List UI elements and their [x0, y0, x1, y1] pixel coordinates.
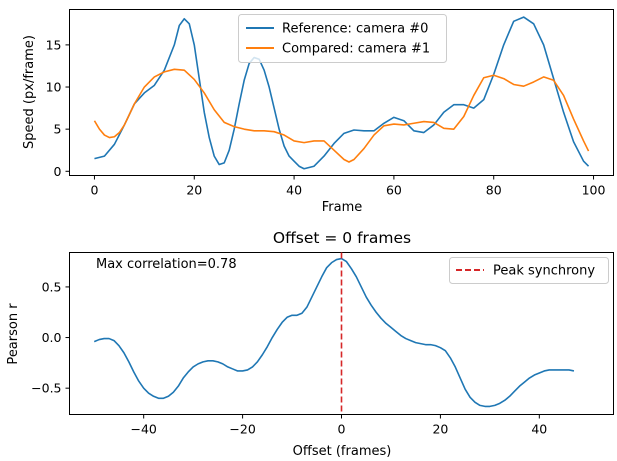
correlation-chart-series: [93, 252, 575, 415]
speed-chart-x-axis-label: Frame: [322, 200, 363, 215]
x-tick-label: 0: [338, 422, 346, 437]
speed-chart-y-ticks: 0 5 10 15: [46, 37, 70, 179]
correlation-chart-x-ticks: −40 −20 0 20 40: [130, 414, 547, 437]
x-tick-label: −40: [130, 422, 156, 437]
correlation-chart-y-axis-label: Pearson r: [6, 303, 21, 365]
speed-chart-y-axis-label: Speed (px/frame): [22, 35, 37, 149]
speed-chart-axes-frame: [69, 9, 614, 176]
correlation-chart-x-axis-label: Offset (frames): [293, 444, 392, 459]
y-tick-label: 0.0: [42, 330, 62, 345]
legend-label-compared: Compared: camera #1: [282, 42, 430, 57]
speed-chart-legend-box: [238, 14, 447, 63]
correlation-chart-legend: Peak synchrony: [449, 257, 609, 284]
x-tick-label: 40: [531, 422, 547, 437]
legend-label-reference: Reference: camera #0: [282, 22, 428, 37]
y-tick-label: 0.5: [42, 279, 62, 294]
correlation-chart: Offset = 0 frames −40 −20 0 20 40 0.5 0.0 −0.5…: [6, 229, 614, 459]
speed-chart-legend: Reference: camera #0 Compared: camera #1: [238, 14, 447, 63]
legend-label-peak-synchrony: Peak synchrony: [493, 264, 595, 279]
series-line-compared-camera-1: [93, 68, 590, 163]
x-tick-label: 60: [386, 183, 402, 198]
correlation-chart-y-ticks: 0.5 0.0 −0.5: [31, 279, 70, 396]
x-tick-label: 20: [432, 422, 448, 437]
x-tick-label: −20: [229, 422, 255, 437]
x-tick-label: 0: [90, 183, 98, 198]
y-tick-label: 15: [46, 37, 62, 52]
max-correlation-annotation: Max correlation=0.78: [96, 257, 237, 272]
x-tick-label: 20: [186, 183, 202, 198]
y-tick-label: −0.5: [31, 381, 61, 396]
y-tick-label: 10: [46, 80, 62, 95]
series-line-reference-camera-0: [94, 16, 590, 170]
x-tick-label: 40: [286, 183, 302, 198]
y-tick-label: 5: [54, 122, 62, 137]
speed-chart-series: [93, 16, 590, 170]
speed-chart: 0 20 40 60 80 100 0 5 10 15 Frame Speed (px/fram…: [22, 9, 614, 215]
speed-chart-x-ticks: 0 20 40 60 80 100: [90, 175, 606, 198]
y-tick-label: 0: [54, 164, 62, 179]
correlation-chart-legend-box: [449, 257, 609, 284]
x-tick-label: 80: [486, 183, 502, 198]
correlation-chart-title: Offset = 0 frames: [273, 229, 411, 247]
x-tick-label: 100: [582, 183, 606, 198]
series-line-correlation: [93, 257, 575, 408]
